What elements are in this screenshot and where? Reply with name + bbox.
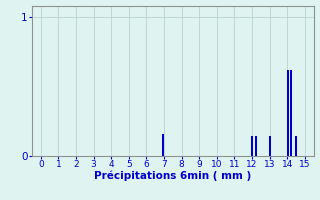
Bar bbox=[255, 136, 257, 156]
Bar bbox=[295, 136, 297, 156]
Bar bbox=[287, 70, 289, 156]
X-axis label: Précipitations 6min ( mm ): Précipitations 6min ( mm ) bbox=[94, 171, 252, 181]
Bar bbox=[162, 134, 164, 156]
Bar bbox=[290, 70, 292, 156]
Bar bbox=[251, 136, 253, 156]
Bar bbox=[269, 136, 271, 156]
